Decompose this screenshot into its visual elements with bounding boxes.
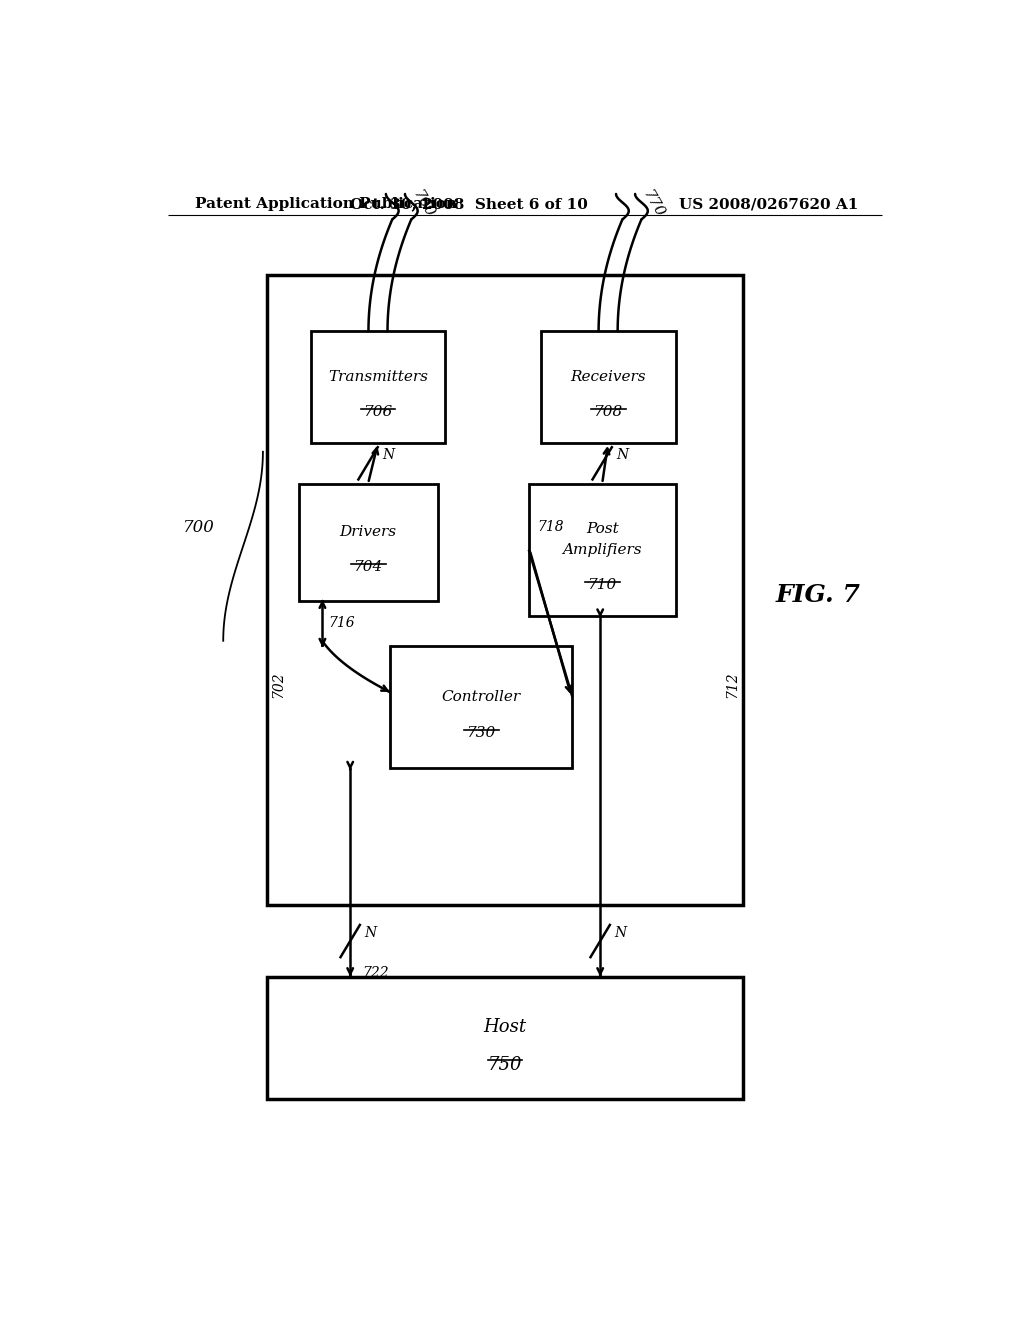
Text: 770: 770 (640, 187, 667, 219)
Text: 718: 718 (538, 520, 564, 535)
Text: Receivers: Receivers (570, 370, 646, 384)
Text: N: N (365, 927, 377, 940)
Text: Transmitters: Transmitters (328, 370, 428, 384)
Text: 702: 702 (270, 672, 285, 698)
Text: 710: 710 (588, 578, 616, 593)
Text: Drivers: Drivers (340, 525, 396, 539)
Text: 750: 750 (487, 1056, 522, 1074)
Text: 760: 760 (410, 187, 436, 219)
Text: N: N (382, 449, 394, 462)
Text: 700: 700 (183, 519, 215, 536)
Text: 708: 708 (594, 405, 623, 420)
Bar (267, 276, 743, 906)
Text: FIG. 7: FIG. 7 (776, 583, 861, 607)
Text: Amplifiers: Amplifiers (562, 543, 642, 557)
Bar (390, 647, 572, 768)
Text: N: N (614, 927, 627, 940)
Text: 704: 704 (353, 561, 383, 574)
Bar (267, 977, 743, 1098)
Bar (310, 331, 445, 444)
Text: 706: 706 (364, 405, 392, 420)
Text: Patent Application Publication: Patent Application Publication (196, 197, 458, 211)
Text: 722: 722 (362, 966, 389, 981)
Bar (541, 331, 676, 444)
Text: Host: Host (483, 1019, 526, 1036)
Text: 712: 712 (725, 672, 739, 698)
Bar (299, 483, 437, 601)
Text: 730: 730 (467, 726, 496, 739)
Text: Oct. 30, 2008  Sheet 6 of 10: Oct. 30, 2008 Sheet 6 of 10 (350, 197, 588, 211)
Text: Post: Post (586, 523, 618, 536)
Text: Controller: Controller (441, 690, 521, 704)
Bar (528, 483, 676, 615)
Text: 716: 716 (329, 616, 355, 631)
Text: US 2008/0267620 A1: US 2008/0267620 A1 (679, 197, 858, 211)
Text: N: N (616, 449, 629, 462)
